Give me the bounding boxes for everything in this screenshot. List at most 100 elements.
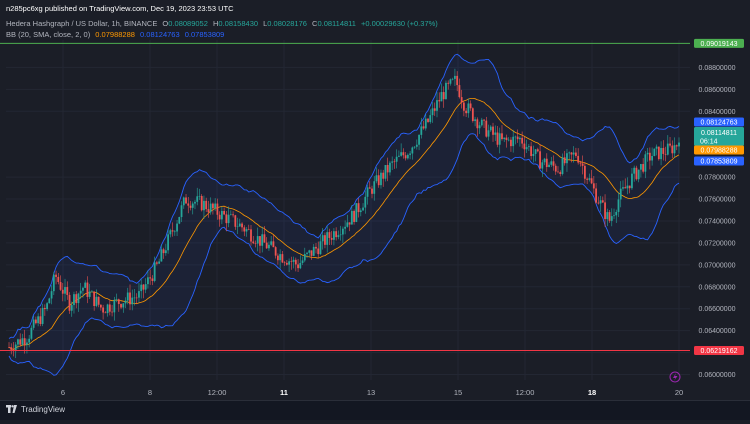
lightning-icon[interactable] — [669, 371, 681, 383]
candle-body — [489, 126, 492, 131]
candle-body — [17, 339, 19, 345]
candle-body — [303, 253, 306, 261]
candle-body — [501, 133, 503, 140]
candle-body — [133, 297, 136, 299]
candle-body — [138, 291, 140, 298]
candle-body — [232, 214, 234, 216]
candle-body — [436, 100, 438, 111]
candle-body — [541, 162, 544, 169]
publish-line: n285pc6xg published on TradingView.com, … — [6, 4, 234, 13]
candle-body — [595, 188, 597, 203]
countdown-timer: 06:14 — [700, 139, 718, 146]
candle-body — [169, 230, 172, 235]
candle-body — [205, 200, 208, 210]
candle-body — [373, 181, 376, 194]
candle-body — [519, 137, 521, 140]
tradingview-logo-icon[interactable] — [6, 404, 18, 414]
candle-body — [335, 231, 338, 238]
candle-body — [117, 299, 120, 305]
candle-body — [474, 119, 476, 122]
candle-body — [640, 164, 642, 170]
time-axis: 6 8 12:00 11 13 15 12:00 18 20 — [61, 371, 683, 397]
candle-body — [43, 307, 46, 310]
candle-body — [108, 304, 111, 312]
tradingview-brand[interactable]: TradingView — [21, 405, 66, 414]
candle-body — [189, 205, 192, 208]
candle-body — [115, 299, 118, 300]
candle-body — [505, 137, 508, 140]
candle-body — [294, 259, 297, 265]
candle-body — [646, 152, 649, 155]
candle-body — [279, 254, 282, 261]
last-price-tag: 0.08114811 06:14 — [694, 127, 744, 146]
candle-body — [95, 296, 98, 306]
candle-body — [185, 197, 187, 204]
candle-body — [151, 278, 154, 281]
time-tick-label: 15 — [454, 388, 462, 397]
candle-body — [476, 119, 479, 129]
bb-lower-price-tag: 0.07853809 — [694, 156, 744, 166]
candle-body — [158, 261, 161, 264]
candle-body — [196, 196, 199, 202]
candle-body — [579, 162, 582, 164]
candle-body — [386, 165, 389, 173]
candle-body — [39, 316, 42, 324]
candle-body — [32, 319, 35, 328]
candle-body — [337, 235, 340, 238]
candle-body — [447, 82, 450, 84]
candle-body — [409, 153, 412, 155]
candle-body — [610, 216, 613, 221]
candle-body — [129, 292, 131, 305]
candle-body — [404, 155, 407, 159]
candle-body — [341, 228, 344, 235]
candle-body — [297, 264, 299, 269]
candle-body — [19, 339, 22, 345]
candle-body — [350, 210, 353, 225]
candle-body — [160, 249, 163, 262]
candle-body — [8, 347, 10, 348]
candle-body — [180, 205, 183, 218]
candle-body — [438, 100, 441, 102]
candle-body — [478, 125, 481, 129]
candle-body — [480, 119, 483, 126]
candle-body — [557, 171, 559, 173]
candle-body — [604, 202, 606, 220]
candle-body — [583, 165, 586, 179]
candle-body — [471, 108, 474, 122]
candle-body — [445, 82, 447, 100]
candle-body — [113, 299, 116, 313]
candle-body — [344, 226, 347, 229]
candle-body — [521, 137, 524, 144]
candle-body — [575, 152, 577, 156]
candle-body — [77, 293, 80, 304]
price-change: +0.00029630 (+0.37%) — [361, 19, 438, 28]
footer-bar: TradingView — [0, 400, 750, 420]
candle-body — [368, 187, 371, 189]
candle-body — [176, 223, 178, 232]
candle-body — [57, 276, 60, 283]
candle-body — [182, 197, 185, 206]
last-price-value: 0.08114811 — [701, 130, 737, 137]
candle-body — [153, 262, 156, 281]
candle-body — [462, 102, 465, 111]
price-tick-label: 0.06400000 — [699, 328, 736, 335]
candle-body — [259, 236, 261, 246]
candle-body — [411, 147, 414, 154]
support-price-tag: 0.06219162 — [694, 345, 744, 355]
candle-body — [590, 178, 593, 184]
candle-body — [50, 291, 53, 299]
svg-text:0.08124763: 0.08124763 — [701, 120, 738, 127]
price-tick-label: 0.08800000 — [699, 65, 736, 72]
candle-body — [678, 142, 680, 147]
candle-body — [223, 210, 226, 215]
candle-body — [626, 185, 629, 189]
bb-upper-line — [8, 53, 680, 339]
candle-body — [666, 143, 669, 155]
candle-body — [669, 143, 671, 146]
candle-body — [236, 226, 239, 228]
candle-body — [290, 261, 293, 262]
candle-body — [310, 250, 313, 256]
candle-body — [514, 136, 517, 138]
